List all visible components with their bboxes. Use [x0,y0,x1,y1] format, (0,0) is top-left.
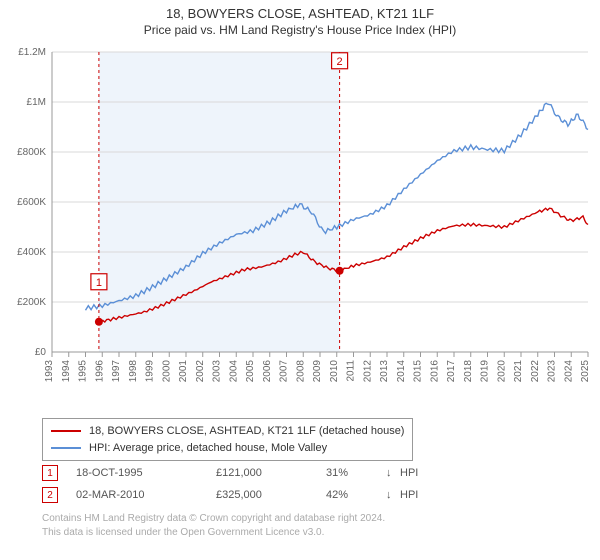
svg-text:2005: 2005 [245,360,256,383]
svg-text:2016: 2016 [429,360,440,383]
legend-swatch [51,430,81,432]
chart-title: 18, BOWYERS CLOSE, ASHTEAD, KT21 1LF [0,0,600,21]
svg-text:2024: 2024 [563,360,574,383]
svg-text:1996: 1996 [94,360,105,383]
svg-text:2021: 2021 [513,360,524,383]
legend-label: HPI: Average price, detached house, Mole… [89,440,327,457]
legend-item: 18, BOWYERS CLOSE, ASHTEAD, KT21 1LF (de… [51,423,404,440]
page: 18, BOWYERS CLOSE, ASHTEAD, KT21 1LF Pri… [0,0,600,560]
svg-text:2003: 2003 [212,360,223,383]
svg-text:£0: £0 [35,347,47,358]
svg-text:1994: 1994 [61,360,72,383]
svg-text:1998: 1998 [128,360,139,383]
footnote: Contains HM Land Registry data © Crown c… [42,512,385,540]
svg-text:2020: 2020 [496,360,507,383]
svg-text:£400K: £400K [17,247,46,258]
svg-text:2010: 2010 [329,360,340,383]
chart-subtitle: Price paid vs. HM Land Registry's House … [0,21,600,37]
svg-text:2018: 2018 [463,360,474,383]
txn-against: HPI [400,467,430,479]
svg-text:2015: 2015 [413,360,424,383]
svg-text:2: 2 [337,56,343,68]
svg-text:2000: 2000 [161,360,172,383]
txn-date: 02-MAR-2010 [76,489,216,501]
svg-text:1995: 1995 [78,360,89,383]
transaction-row: 2 02-MAR-2010£325,00042%↓HPI [42,484,430,506]
svg-text:2006: 2006 [262,360,273,383]
txn-pct: 31% [326,467,386,479]
down-arrow-icon: ↓ [386,467,400,479]
svg-text:2008: 2008 [295,360,306,383]
legend-swatch [51,447,81,449]
footnote-line: This data is licensed under the Open Gov… [42,526,385,540]
svg-text:£1M: £1M [27,97,46,108]
chart-area: £0 £200K £400K £600K £800K £1M £1.2M 1993 1994 19… [0,42,600,412]
svg-text:£800K: £800K [17,147,46,158]
txn-against: HPI [400,489,430,501]
marker-box: 1 [42,465,58,481]
marker-box: 2 [42,487,58,503]
txn-date: 18-OCT-1995 [76,467,216,479]
svg-text:2004: 2004 [228,360,239,383]
svg-text:2019: 2019 [480,360,491,383]
svg-text:1: 1 [96,277,102,289]
svg-text:1997: 1997 [111,360,122,383]
svg-text:2007: 2007 [279,360,290,383]
svg-text:2002: 2002 [195,360,206,383]
chart-svg: £0 £200K £400K £600K £800K £1M £1.2M 1993 1994 19… [0,42,600,412]
svg-text:1999: 1999 [145,360,156,383]
svg-text:2009: 2009 [312,360,323,383]
svg-text:2017: 2017 [446,360,457,383]
legend: 18, BOWYERS CLOSE, ASHTEAD, KT21 1LF (de… [42,418,413,461]
svg-text:2023: 2023 [547,360,558,383]
footnote-line: Contains HM Land Registry data © Crown c… [42,512,385,526]
svg-text:£1.2M: £1.2M [18,47,46,58]
svg-text:2022: 2022 [530,360,541,383]
svg-text:2014: 2014 [396,360,407,383]
legend-item: HPI: Average price, detached house, Mole… [51,440,404,457]
transactions-table: 1 18-OCT-1995£121,00031%↓HPI 2 02-MAR-2010£… [42,462,430,506]
svg-text:2013: 2013 [379,360,390,383]
txn-price: £121,000 [216,467,326,479]
svg-text:2011: 2011 [346,360,357,382]
down-arrow-icon: ↓ [386,489,400,501]
txn-price: £325,000 [216,489,326,501]
legend-label: 18, BOWYERS CLOSE, ASHTEAD, KT21 1LF (de… [89,423,404,440]
svg-text:£600K: £600K [17,197,46,208]
transaction-row: 1 18-OCT-1995£121,00031%↓HPI [42,462,430,484]
svg-text:1993: 1993 [44,360,55,383]
svg-text:£200K: £200K [17,297,46,308]
svg-text:2025: 2025 [580,360,591,383]
svg-text:2001: 2001 [178,360,189,383]
txn-pct: 42% [326,489,386,501]
svg-text:2012: 2012 [362,360,373,383]
